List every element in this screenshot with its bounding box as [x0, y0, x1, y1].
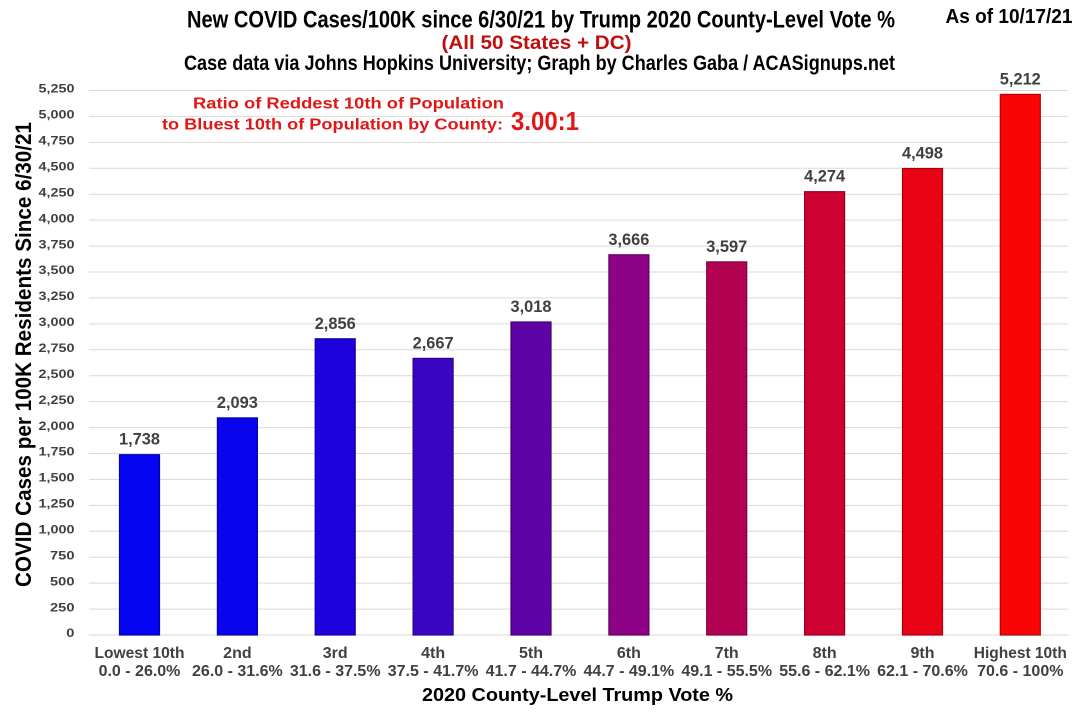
svg-text:250: 250 [50, 600, 75, 614]
svg-text:As of 10/17/21: As of 10/17/21 [946, 6, 1073, 28]
svg-text:4,274: 4,274 [804, 167, 846, 186]
svg-text:4,000: 4,000 [39, 211, 75, 225]
svg-text:1,738: 1,738 [119, 430, 160, 449]
svg-text:4th: 4th [421, 645, 445, 662]
svg-text:3,000: 3,000 [39, 315, 75, 329]
svg-text:1,250: 1,250 [39, 497, 75, 511]
svg-text:2,250: 2,250 [39, 393, 75, 407]
svg-text:1,750: 1,750 [39, 445, 75, 459]
svg-text:5th: 5th [519, 645, 543, 662]
svg-text:3,750: 3,750 [39, 237, 75, 251]
svg-text:New COVID Cases/100K since 6/3: New COVID Cases/100K since 6/30/21 by Tr… [187, 7, 895, 34]
svg-text:2,093: 2,093 [217, 393, 258, 412]
svg-text:3,250: 3,250 [39, 289, 75, 303]
svg-text:2020 County-Level Trump Vote %: 2020 County-Level Trump Vote % [422, 684, 733, 705]
svg-text:5,250: 5,250 [39, 82, 75, 96]
svg-text:3,666: 3,666 [608, 230, 649, 249]
svg-text:37.5 - 41.7%: 37.5 - 41.7% [388, 663, 479, 680]
svg-text:44.7 - 49.1%: 44.7 - 49.1% [584, 663, 675, 680]
svg-text:4,750: 4,750 [39, 134, 75, 148]
svg-text:62.1 - 70.6%: 62.1 - 70.6% [877, 663, 968, 680]
svg-text:4,250: 4,250 [39, 185, 75, 199]
svg-text:3,018: 3,018 [511, 297, 552, 316]
svg-text:COVID Cases per 100K Residents: COVID Cases per 100K Residents Since 6/3… [11, 122, 36, 587]
svg-text:7th: 7th [715, 645, 739, 662]
svg-text:(All 50 States + DC): (All 50 States + DC) [442, 33, 632, 54]
svg-text:2,667: 2,667 [413, 333, 454, 352]
svg-text:31.6 - 37.5%: 31.6 - 37.5% [290, 663, 381, 680]
svg-text:3rd: 3rd [323, 645, 348, 662]
svg-text:Case data via Johns Hopkins Un: Case data via Johns Hopkins University; … [184, 51, 895, 75]
svg-text:1,000: 1,000 [39, 523, 75, 537]
svg-text:Highest 10th: Highest 10th [974, 645, 1067, 662]
svg-text:Lowest 10th: Lowest 10th [95, 645, 185, 662]
svg-text:0.0 - 26.0%: 0.0 - 26.0% [99, 663, 181, 680]
svg-text:2,000: 2,000 [39, 419, 75, 433]
svg-text:49.1 - 55.5%: 49.1 - 55.5% [681, 663, 772, 680]
svg-text:1,500: 1,500 [39, 471, 75, 485]
svg-text:to Bluest 10th of Population b: to Bluest 10th of Population by County: [162, 117, 503, 134]
svg-text:5,212: 5,212 [1000, 69, 1041, 88]
svg-text:8th: 8th [813, 645, 837, 662]
svg-text:2,856: 2,856 [315, 314, 356, 333]
svg-text:750: 750 [50, 548, 75, 562]
svg-text:3.00:1: 3.00:1 [511, 106, 579, 136]
svg-text:41.7 - 44.7%: 41.7 - 44.7% [486, 663, 577, 680]
svg-text:70.6 - 100%: 70.6 - 100% [977, 663, 1063, 680]
svg-text:26.0 - 31.6%: 26.0 - 31.6% [192, 663, 283, 680]
svg-text:55.6 - 62.1%: 55.6 - 62.1% [779, 663, 870, 680]
svg-text:6th: 6th [617, 645, 641, 662]
svg-text:3,597: 3,597 [706, 237, 747, 256]
svg-text:4,498: 4,498 [902, 144, 943, 163]
svg-text:2nd: 2nd [223, 645, 251, 662]
svg-text:2,500: 2,500 [39, 367, 75, 381]
svg-text:5,000: 5,000 [39, 108, 75, 122]
svg-text:3,500: 3,500 [39, 263, 75, 277]
svg-text:Ratio of Reddest 10th of Popul: Ratio of Reddest 10th of Population [193, 96, 504, 113]
svg-text:9th: 9th [911, 645, 935, 662]
svg-text:4,500: 4,500 [39, 160, 75, 174]
svg-text:500: 500 [50, 574, 75, 588]
svg-text:2,750: 2,750 [39, 341, 75, 355]
svg-text:0: 0 [66, 626, 75, 640]
